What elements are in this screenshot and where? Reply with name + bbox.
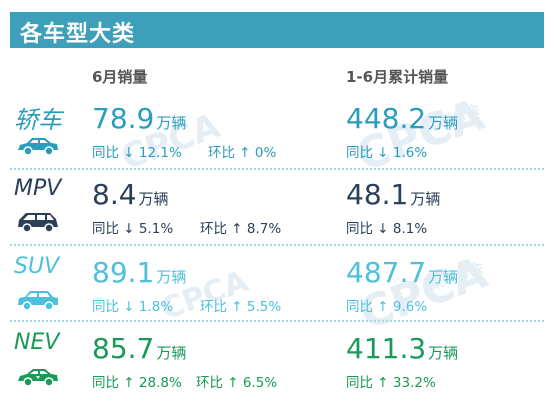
ytd-sales-value: 48.1 万辆 bbox=[346, 178, 441, 211]
month-yoy: 同比 ↓ 5.1% bbox=[92, 221, 174, 237]
column-header-ytd: 1-6月累计销量 bbox=[346, 68, 449, 86]
sedan-icon bbox=[18, 138, 58, 156]
month-yoy: 同比 ↓ 1.8% bbox=[92, 299, 174, 315]
category-label: NEV bbox=[14, 330, 60, 355]
ytd-sales-value: 448.2 万辆 bbox=[346, 102, 459, 135]
mpv-icon bbox=[18, 213, 58, 233]
month-sales-value: 78.9 万辆 bbox=[92, 102, 187, 135]
nev-icon bbox=[18, 369, 58, 387]
row-divider bbox=[10, 168, 544, 170]
column-header-month: 6月销量 bbox=[92, 68, 148, 86]
ytd-sales-value: 487.7 万辆 bbox=[346, 256, 459, 289]
suv-icon bbox=[18, 291, 58, 311]
month-yoy: 同比 ↑ 28.8% bbox=[92, 375, 182, 391]
month-sales-value: 85.7 万辆 bbox=[92, 332, 187, 365]
category-row-sedan: 轿车 78.9 万辆 同比 ↓ 12.1% 环比 ↑ 0% 448.2 万辆 同比 … bbox=[0, 96, 554, 176]
page-title: 各车型大类 bbox=[20, 22, 136, 47]
month-sales-value: 8.4 万辆 bbox=[92, 178, 169, 211]
ytd-sales-value: 411.3 万辆 bbox=[346, 332, 459, 365]
ytd-yoy: 同比 ↓ 8.1% bbox=[346, 221, 428, 237]
month-sales-value: 89.1 万辆 bbox=[92, 256, 187, 289]
ytd-yoy: 同比 ↓ 1.6% bbox=[346, 145, 428, 161]
category-row-mpv: MPV 8.4 万辆 同比 ↓ 5.1% 环比 ↑ 8.7% 48.1 万辆 同比 … bbox=[0, 172, 554, 252]
ytd-yoy: 同比 ↑ 9.6% bbox=[346, 299, 428, 315]
title-banner: 各车型大类 bbox=[10, 12, 544, 48]
category-label: 轿车 bbox=[14, 106, 62, 134]
category-label: MPV bbox=[14, 176, 62, 201]
month-mom: 环比 ↑ 5.5% bbox=[200, 299, 282, 315]
category-label: SUV bbox=[14, 254, 60, 279]
ytd-yoy: 同比 ↑ 33.2% bbox=[346, 375, 436, 391]
month-mom: 环比 ↑ 6.5% bbox=[196, 375, 278, 391]
category-row-suv: SUV 89.1 万辆 同比 ↓ 1.8% 环比 ↑ 5.5% 487.7 万辆 同… bbox=[0, 250, 554, 330]
row-divider bbox=[10, 320, 544, 322]
month-mom: 环比 ↑ 0% bbox=[208, 145, 277, 161]
month-yoy: 同比 ↓ 12.1% bbox=[92, 145, 182, 161]
category-row-nev: NEV 85.7 万辆 同比 ↑ 28.8% 环比 ↑ 6.5% 411.3 万辆 … bbox=[0, 326, 554, 406]
month-mom: 环比 ↑ 8.7% bbox=[200, 221, 282, 237]
row-divider bbox=[10, 244, 544, 246]
